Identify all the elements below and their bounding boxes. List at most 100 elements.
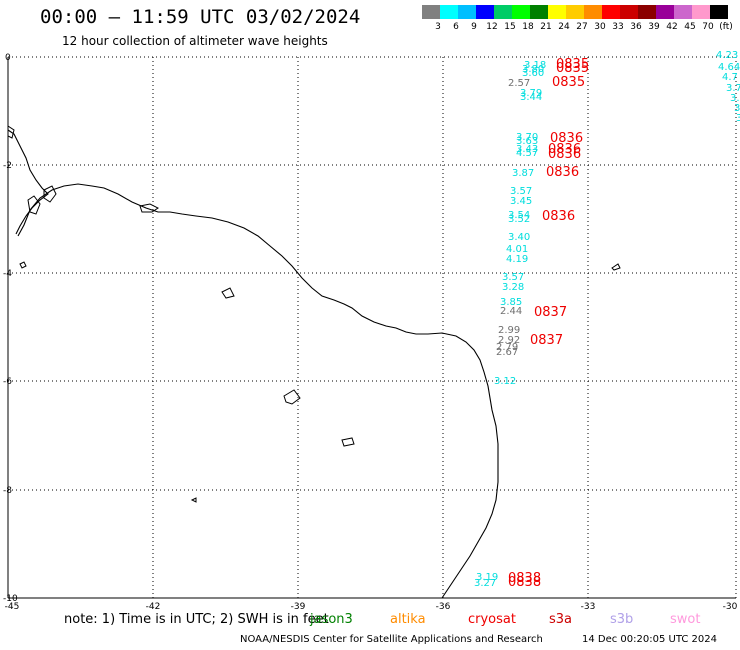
- satellite-name: jason3: [310, 612, 353, 627]
- legend-label: 27: [576, 22, 588, 32]
- swh-reading: 3.18: [524, 60, 546, 71]
- legend-label: 15: [504, 22, 516, 32]
- map-subtitle: 12 hour collection of altimeter wave hei…: [62, 34, 328, 48]
- satellite-name: swot: [670, 612, 701, 627]
- pass-time-label: 0838: [508, 571, 541, 586]
- legend-label: 45: [684, 22, 696, 32]
- longitude-tick-label: -42: [145, 602, 161, 612]
- legend-label: 30: [594, 22, 606, 32]
- swh-reading: 3.80: [522, 64, 544, 75]
- legend-swatch: [476, 5, 494, 19]
- legend-swatch: [548, 5, 566, 19]
- swh-reading: 3.40: [508, 232, 530, 243]
- legend-label: 36: [630, 22, 642, 32]
- legend-label: 21: [540, 22, 552, 32]
- swh-reading: 2.99: [498, 325, 520, 336]
- swh-reading: 3.19: [476, 572, 498, 583]
- island-outline: [221, 287, 235, 299]
- legend-labels: 3 6 9 12 15 18 21 24 27 30 33 36 39 42 45 70 (ft): [422, 19, 733, 33]
- latitude-tick-label: -2: [3, 161, 12, 171]
- swh-reading: 3.54: [508, 210, 530, 221]
- legend-swatch: [494, 5, 512, 19]
- swh-reading: 4.01: [506, 244, 528, 255]
- latitude-tick-label: -4: [3, 269, 12, 279]
- swh-reading: 4.19: [506, 254, 528, 265]
- longitude-tick-label: -36: [435, 602, 451, 612]
- legend-color-bar: [422, 5, 728, 19]
- coastline: [7, 125, 621, 599]
- swh-reading: 3.44: [520, 92, 542, 103]
- longitude-tick-label: -33: [580, 602, 596, 612]
- swh-reading: 3.70: [516, 132, 538, 143]
- island-outline: [27, 195, 41, 215]
- legend-label: (ft): [719, 22, 733, 32]
- legend-swatch: [692, 5, 710, 19]
- pass-time-label: 0837: [534, 305, 567, 320]
- swh-reading: 4.64: [718, 62, 740, 73]
- legend-label: 6: [453, 22, 459, 32]
- footer-note: note: 1) Time is in UTC; 2) SWH is in fe…: [64, 612, 329, 627]
- swh-reading: 3.60: [522, 68, 544, 79]
- legend-swatch: [584, 5, 602, 19]
- satellite-name: s3b: [610, 612, 634, 627]
- pass-time-label: 0836: [550, 131, 583, 146]
- swh-reading: 4.57: [516, 148, 538, 159]
- legend-label: 12: [486, 22, 498, 32]
- latitude-tick-label: -6: [3, 377, 12, 387]
- swh-reading: 3.4: [730, 93, 740, 104]
- island-outline: [283, 389, 301, 405]
- swh-reading: 3.87: [512, 168, 534, 179]
- swh-readings: 3.183.803.602.573.793.443.703.633.434.57…: [474, 50, 740, 589]
- swh-reading: 2.44: [500, 306, 522, 317]
- lat-lon-grid: [7, 56, 737, 599]
- footer-generated-time: 14 Dec 00:20:05 UTC 2024: [582, 634, 717, 645]
- legend-swatch: [656, 5, 674, 19]
- legend-label: 9: [471, 22, 477, 32]
- swh-reading: 2.92: [498, 335, 520, 346]
- legend-swatch: [638, 5, 656, 19]
- legend-label: 42: [666, 22, 678, 32]
- swh-reading: 3.63: [516, 136, 538, 147]
- swh-reading: 3.7: [726, 83, 740, 94]
- legend-swatch: [602, 5, 620, 19]
- latitude-tick-label: 0: [5, 53, 11, 63]
- legend-swatch: [710, 5, 728, 19]
- island-outline: [611, 263, 621, 271]
- swh-reading: 3.28: [502, 282, 524, 293]
- pass-time-label: 0837: [530, 333, 563, 348]
- swh-reading: 3.85: [500, 297, 522, 308]
- legend-swatch: [620, 5, 638, 19]
- longitude-tick-label: -30: [722, 602, 738, 612]
- legend-swatch: [422, 5, 440, 19]
- swh-reading: 4.23: [716, 50, 738, 61]
- island-outline: [19, 261, 27, 269]
- island-outline: [7, 125, 15, 139]
- pass-time-label: 0835: [556, 61, 589, 76]
- longitude-tick-label: -45: [4, 602, 20, 612]
- legend-label: 70: [702, 22, 714, 32]
- swh-reading: 3.52: [508, 214, 530, 225]
- pass-time-label: 0836: [548, 147, 581, 162]
- satellite-name: cryosat: [468, 612, 516, 627]
- pass-time-label: 0838: [508, 575, 541, 590]
- island-outline: [341, 437, 355, 447]
- legend-label: 3: [435, 22, 441, 32]
- map-title: 00:00 – 11:59 UTC 03/02/2024: [40, 6, 361, 28]
- latitude-tick-label: -10: [3, 594, 18, 604]
- swh-reading: 3.57: [510, 186, 532, 197]
- legend-label: 18: [522, 22, 534, 32]
- swh-reading: 3.12: [494, 376, 516, 387]
- swh-reading: 3.45: [510, 196, 532, 207]
- legend-label: 33: [612, 22, 624, 32]
- island-outline: [190, 497, 197, 503]
- swh-reading: 2.79: [496, 342, 518, 353]
- pass-time-label: 0835: [556, 57, 589, 72]
- swh-reading: 3.57: [502, 272, 524, 283]
- swh-reading: 4.7: [722, 72, 738, 83]
- swh-reading: 3.27: [474, 578, 496, 589]
- legend-label: 24: [558, 22, 570, 32]
- footer-credit: NOAA/NESDIS Center for Satellite Applica…: [240, 634, 543, 645]
- swh-reading: 3.79: [520, 88, 542, 99]
- swh-reading: 2.67: [496, 347, 518, 358]
